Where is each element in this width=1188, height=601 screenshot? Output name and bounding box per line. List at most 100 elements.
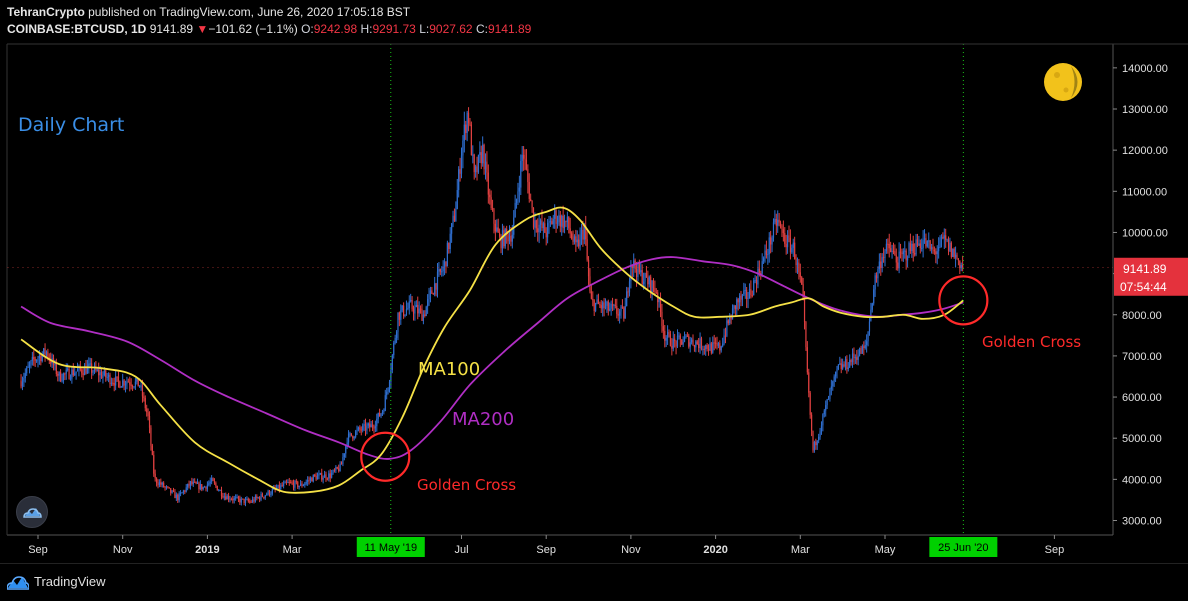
candle-body [908,243,910,258]
candle-body [239,498,241,503]
golden-cross-circle [360,431,411,482]
candle-body [367,423,369,426]
open-label: O: [301,22,314,36]
tradingview-logo-icon[interactable] [7,574,29,590]
candle-body [511,234,513,242]
candle-body [439,269,441,272]
candle-body [648,276,650,285]
candle-body [456,190,458,210]
candle-body [305,481,307,484]
candle-body [521,154,523,161]
candle-body [360,429,362,431]
candle-body [404,314,406,316]
candle-body [315,475,317,480]
candle-body [874,275,876,290]
candle-body [419,308,422,310]
candle-body [116,376,118,378]
candle-body [638,263,640,273]
candle-body [720,346,722,351]
candle-body [71,369,73,379]
candle-body [689,342,691,347]
candle-body [563,220,566,229]
candle-body [585,226,587,240]
date-marker-bg [929,537,998,557]
candle-body [322,477,324,480]
candle-body [647,277,649,285]
candle-body [822,414,824,426]
candle-body [69,378,72,380]
candle-body [465,124,467,134]
candle-body [579,234,581,247]
candle-body [856,357,858,360]
candle-body [158,482,161,485]
candle-body [885,243,888,252]
candle-body [390,370,392,382]
candle-body [240,498,242,503]
candle-body [103,370,105,376]
candle-body [163,482,165,487]
candle-body [555,210,557,224]
candle-body [174,491,176,499]
candle-body [449,233,451,249]
candle-body [922,240,924,248]
footer-bar: TradingView [0,563,1188,601]
candle-body [890,248,892,253]
candle-body [935,251,937,255]
author-name[interactable]: TehranCrypto [7,5,85,19]
candle-body [675,341,677,347]
candle-body [868,321,871,332]
candle-body [323,474,326,478]
candle-body [884,251,886,259]
candle-body [530,198,532,201]
candle-body [746,289,748,299]
candle-body [911,243,913,252]
candle-body [68,368,70,380]
candle-body [428,293,430,300]
candle-body [453,215,456,221]
candle-body [141,385,144,397]
candle-body [724,335,727,337]
footer-brand[interactable]: TradingView [34,574,106,589]
candle-body [28,364,31,367]
candle-body [489,194,491,198]
candle-body [438,269,440,272]
candle-body [312,474,314,482]
candle-body [280,485,282,489]
candle-body [212,478,214,481]
tradingview-watermark-button[interactable] [16,496,48,528]
candle-body [345,445,347,454]
candle-body [394,337,396,343]
candle-body [129,382,131,385]
candle-body [484,161,487,170]
candle-body [681,339,683,345]
candle-body [770,237,772,245]
candle-body [497,227,499,233]
candle-body [235,497,237,499]
candle-body [898,251,900,269]
candle-body [455,209,457,221]
candle-body [47,351,49,358]
candle-body [716,343,718,346]
candle-body [949,242,951,251]
candle-body [434,283,436,295]
candle-body [244,499,247,503]
candle-body [713,342,715,344]
candle-body [635,269,638,277]
candle-body [645,272,648,278]
candle-body [24,373,26,379]
candle-body [486,161,488,173]
candle-body [813,441,816,451]
symbol-label[interactable]: COINBASE:BTCUSD, 1D [7,22,147,36]
candle-body [476,166,478,173]
candle-body [338,468,340,472]
candle-body [534,220,536,228]
candle-body [64,373,66,375]
candle-body [490,197,492,209]
candle-body [427,299,429,307]
candle-body [161,482,163,485]
candle-body [717,343,720,346]
candle-body [43,348,45,355]
candle-body [849,359,851,368]
candle-body [802,284,804,299]
candle-body [88,363,90,367]
